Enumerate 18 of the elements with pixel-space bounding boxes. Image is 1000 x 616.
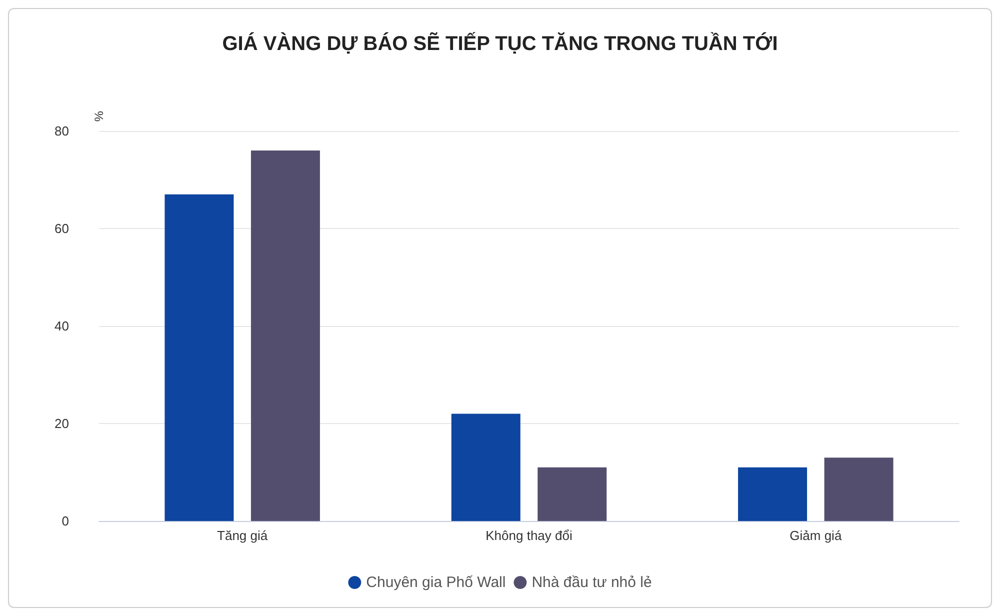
bar [824,458,894,521]
chart-title: GIÁ VÀNG DỰ BÁO SẼ TIẾP TỤC TĂNG TRONG TUẦN TỚI [222,32,778,55]
x-tick-label: Giảm giá [790,528,842,543]
bar [538,467,607,521]
bar [451,414,520,521]
y-tick-label: 20 [54,416,69,431]
y-tick-label: 40 [54,318,69,334]
bar [164,194,234,521]
x-tick-label: Không thay đổi [486,528,572,543]
bar [250,150,320,521]
legend-label: Chuyên gia Phố Wall [366,574,506,591]
y-axis-title: % [92,110,106,122]
x-tick-label: Tăng giá [217,528,268,543]
y-tick-label: 80 [54,124,69,138]
y-tick-label: 60 [54,221,69,236]
y-tick-label: 0 [62,514,69,528]
bar [738,467,808,521]
legend-label: Nhà đầu tư nhỏ lẻ [532,574,652,591]
